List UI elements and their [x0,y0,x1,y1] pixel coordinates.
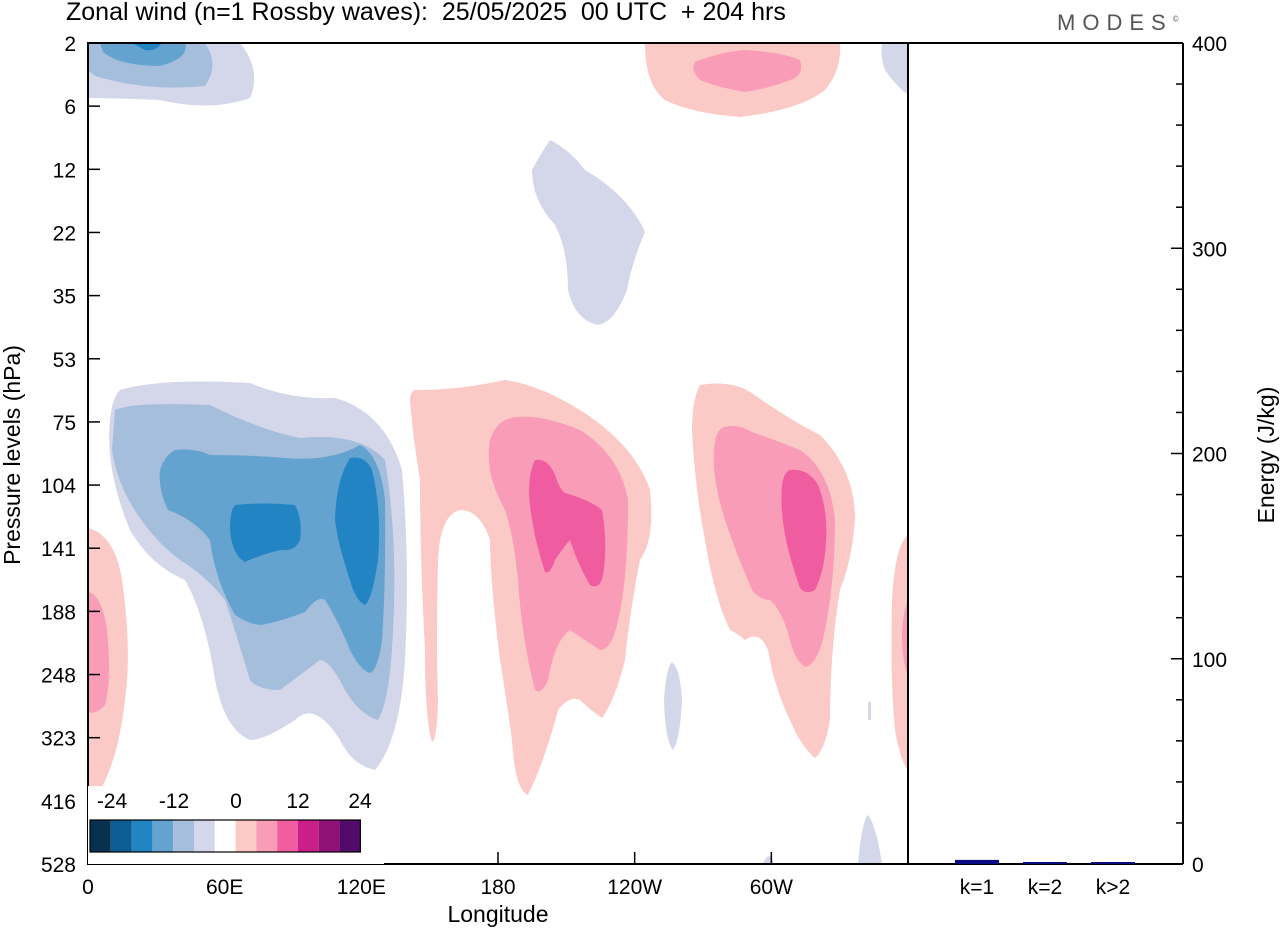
contour-neg-top-left-20 [132,43,162,51]
x-tick-label: 0 [82,876,94,899]
colorbar-swatch [110,820,132,852]
colorbar-swatch [298,820,319,852]
y-tick-label: 141 [41,538,76,561]
bar-category-label: k>2 [1096,876,1130,899]
energy-bar [1023,862,1067,864]
contour-neg-small-a [664,662,682,750]
contour-neg-main-20a [230,503,301,562]
contour-pos-right-main-20 [781,469,827,593]
colorbar-swatch [318,820,340,852]
y-tick-label: 528 [41,854,76,877]
x-tick-label: 180 [480,876,515,899]
colorbar-swatch [152,820,174,852]
colorbar-label: 12 [286,790,309,813]
energy-bar [955,859,999,864]
colorbar-swatch [173,820,194,852]
contour-neg-main-20b [335,457,380,605]
colorbar-label: -12 [159,790,189,813]
contour-neg-small-b [868,702,871,720]
colorbar-label: 24 [348,790,372,813]
y-tick-label: 22 [53,222,76,245]
energy-axis: 0 100 200 300 400 [1171,33,1227,877]
colorbar-swatch [194,820,215,852]
chart-title: Zonal wind (n=1 Rossby waves): 25/05/202… [66,0,786,26]
colorbar-swatch [277,820,298,852]
y-tick-label: 323 [41,728,76,751]
brand-text: MODES [1057,10,1173,35]
y-tick-label: 104 [41,475,76,498]
energy-tick-label: 400 [1192,33,1227,56]
x-tick-label: 120E [337,876,386,899]
copyright-mark: © [1172,14,1179,24]
energy-bars: k=1 k=2 k>2 [955,859,1135,899]
y-tick-label: 53 [53,349,76,372]
y-tick-label: 188 [41,601,76,624]
bar-category-label: k=2 [1028,876,1062,899]
colorbar-swatch [90,820,111,852]
y-tick-label: 12 [53,159,76,182]
contour-pos-left-10 [88,592,110,713]
contour-pos-right-5 [891,535,908,770]
x-axis-title: Longitude [447,901,548,927]
colorbar-swatch [214,820,236,852]
contour-neg-top-right-edge [881,43,908,95]
x-tick-label: 120W [607,876,662,899]
bar-category-label: k=1 [960,876,994,899]
energy-tick-label: 100 [1192,649,1227,672]
contour-neg-bottom-right [858,815,882,864]
colorbar-legend: -24 -12 0 12 24 [88,786,384,864]
brand-logo: MODES© [1057,10,1179,36]
energy-axis-title: Energy (J/kg) [1253,387,1279,524]
energy-tick-label: 200 [1192,444,1227,467]
energy-bar [1091,862,1135,864]
contour-neg-strat [532,140,645,325]
contour-field [88,43,908,864]
x-tick-label: 60E [206,876,243,899]
colorbar-swatch [235,820,257,852]
y-tick-label: 248 [41,665,76,688]
y-axis-title: Pressure levels (hPa) [0,345,25,565]
y-tick-label: 2 [64,33,76,56]
contour-neg-bottom-mid [763,856,774,864]
colorbar-swatch [256,820,278,852]
energy-tick-label: 300 [1192,238,1227,261]
y-tick-label: 75 [53,412,76,435]
colorbar-swatch [339,820,361,852]
contour-pos-right-10 [902,600,908,675]
contour-pos-mid-20 [529,459,606,587]
contour-neg-main-15 [159,445,386,673]
contour-pos-top-right-10 [693,50,802,92]
colorbar-frame [89,819,361,853]
x-tick-label: 60W [750,876,793,899]
y-tick-label: 416 [41,791,76,814]
colorbar-swatch [131,820,153,852]
y-tick-label: 6 [64,96,76,119]
colorbar-label: -24 [97,790,128,813]
colorbar-label: 0 [230,790,242,813]
y-tick-label: 35 [53,286,76,309]
contour-neg-top-left-15 [100,43,186,66]
energy-tick-label: 0 [1192,854,1204,877]
